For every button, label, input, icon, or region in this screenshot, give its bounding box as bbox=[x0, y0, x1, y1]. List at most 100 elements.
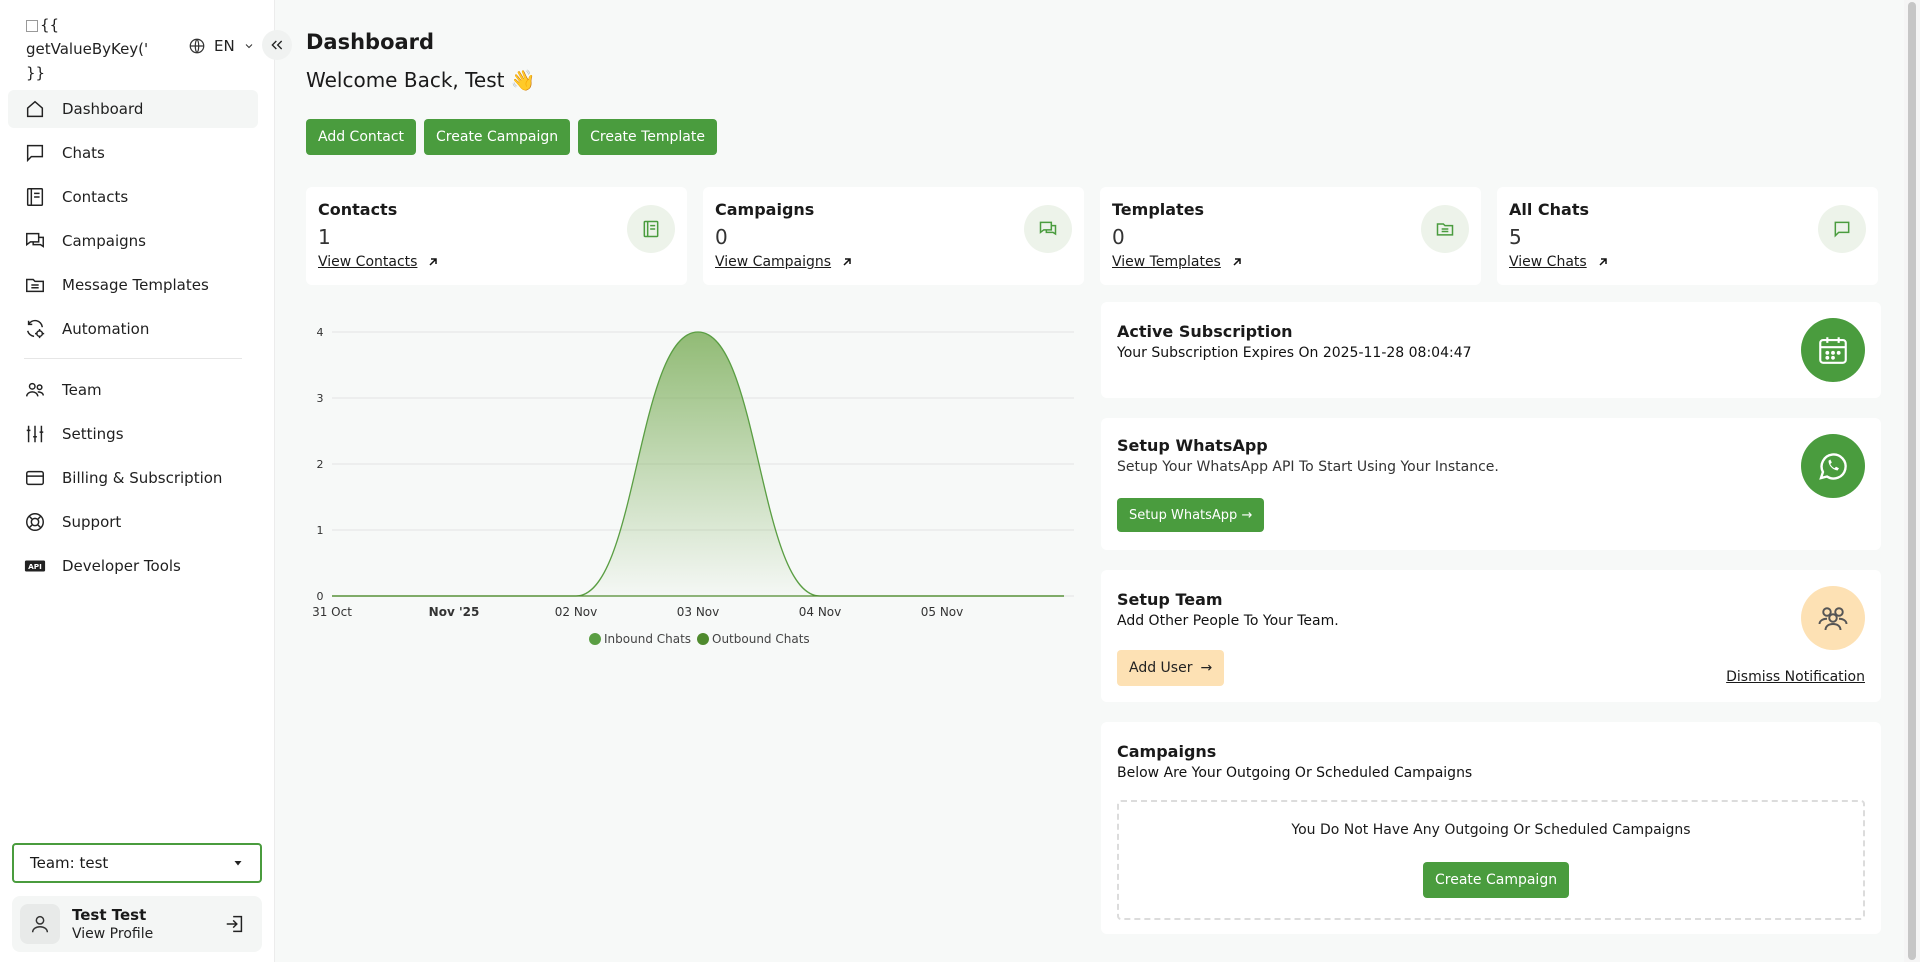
sidebar-item-settings[interactable]: Settings bbox=[8, 415, 258, 453]
campaigns-title: Campaigns bbox=[1117, 742, 1217, 761]
sidebar-item-support[interactable]: Support bbox=[8, 503, 258, 541]
create-campaign-empty-button[interactable]: Create Campaign bbox=[1423, 862, 1570, 898]
team-setup-description: Add Other People To Your Team. bbox=[1117, 613, 1339, 629]
profile-name: Test Test bbox=[72, 906, 147, 924]
sidebar-item-automation[interactable]: Automation bbox=[8, 310, 258, 348]
x-tick-label: 03 Nov bbox=[677, 605, 720, 619]
page-scrollbar[interactable] bbox=[1904, 0, 1920, 962]
add-contact-button[interactable]: Add Contact bbox=[306, 119, 417, 155]
sidebar-item-dashboard[interactable]: Dashboard bbox=[8, 90, 258, 128]
y-tick-label: 4 bbox=[317, 326, 324, 339]
arrow-up-right-icon bbox=[1233, 258, 1241, 266]
sidebar-item-team[interactable]: Team bbox=[8, 371, 258, 409]
sidebar-item-chats[interactable]: Chats bbox=[8, 134, 258, 172]
credit-card-icon bbox=[26, 470, 44, 486]
collapse-sidebar-button[interactable] bbox=[262, 30, 292, 60]
chat-icon bbox=[26, 144, 44, 163]
sidebar-nav: Dashboard Chats Contacts Campaigns Messa… bbox=[8, 90, 258, 591]
scrollbar-thumb[interactable] bbox=[1908, 2, 1916, 960]
create-campaign-button[interactable]: Create Campaign bbox=[424, 119, 571, 155]
add-user-button[interactable]: Add User → bbox=[1117, 650, 1225, 686]
language-selector[interactable]: EN bbox=[188, 37, 255, 55]
stat-value: 0 bbox=[1112, 225, 1125, 249]
team-icon bbox=[26, 382, 44, 397]
sidebar-item-label: Support bbox=[62, 513, 122, 531]
stat-link-label: View Chats bbox=[1509, 254, 1587, 270]
sidebar-item-campaigns[interactable]: Campaigns bbox=[8, 222, 258, 260]
stat-link-label: View Contacts bbox=[318, 254, 418, 270]
sidebar-item-label: Chats bbox=[62, 144, 105, 162]
whatsapp-icon bbox=[1801, 434, 1865, 498]
y-tick-label: 2 bbox=[317, 458, 324, 471]
legend-marker bbox=[589, 633, 601, 645]
create-template-button[interactable]: Create Template bbox=[578, 119, 717, 155]
sidebar-item-label: Team bbox=[62, 381, 102, 399]
campaign-icon bbox=[26, 232, 44, 248]
y-tick-label: 3 bbox=[317, 392, 324, 405]
sidebar-item-label: Billing & Subscription bbox=[62, 469, 223, 487]
sidebar-item-contacts[interactable]: Contacts bbox=[8, 178, 258, 216]
view-campaigns-link[interactable]: View Campaigns bbox=[715, 254, 853, 270]
sidebar-item-billing[interactable]: Billing & Subscription bbox=[8, 459, 258, 497]
team-select-value: Team: test bbox=[30, 854, 109, 872]
team-icon bbox=[1801, 586, 1865, 650]
campaigns-empty-state: You Do Not Have Any Outgoing Or Schedule… bbox=[1117, 800, 1865, 920]
sidebar-item-label: Campaigns bbox=[62, 232, 147, 250]
language-code: EN bbox=[214, 37, 235, 55]
legend-label: Inbound Chats bbox=[604, 632, 691, 646]
page-title: Dashboard bbox=[306, 30, 435, 54]
campaigns-panel: Campaigns Below Are Your Outgoing Or Sch… bbox=[1101, 722, 1881, 934]
sidebar-item-developer-tools[interactable]: API Developer Tools bbox=[8, 547, 258, 585]
legend-marker bbox=[697, 633, 709, 645]
view-profile-link[interactable]: View Profile bbox=[72, 926, 154, 942]
campaigns-description: Below Are Your Outgoing Or Scheduled Cam… bbox=[1117, 765, 1473, 781]
view-templates-link[interactable]: View Templates bbox=[1112, 254, 1243, 270]
view-contacts-link[interactable]: View Contacts bbox=[318, 254, 439, 270]
home-icon bbox=[26, 100, 44, 118]
sidebar-divider bbox=[24, 358, 242, 359]
stat-label: All Chats bbox=[1509, 200, 1590, 219]
stat-label: Campaigns bbox=[715, 200, 815, 219]
stat-card-templates: Templates 0 View Templates bbox=[1100, 187, 1481, 285]
stat-label: Contacts bbox=[318, 200, 398, 219]
series-area-inbound bbox=[332, 332, 1064, 596]
quick-actions: Add Contact Create Campaign Create Templ… bbox=[306, 119, 717, 155]
sidebar: {{ getValueByKey(' }} EN Dashboard Chats… bbox=[0, 0, 292, 962]
sidebar-item-label: Automation bbox=[62, 320, 150, 338]
main-content: Dashboard Welcome Back, Test 👋 Add Conta… bbox=[306, 0, 1881, 962]
team-setup-title: Setup Team bbox=[1117, 590, 1223, 609]
brand-logo-broken-image[interactable]: {{ getValueByKey(' }} bbox=[26, 13, 166, 85]
empty-state-message: You Do Not Have Any Outgoing Or Schedule… bbox=[1291, 822, 1691, 838]
logout-icon[interactable] bbox=[224, 913, 246, 935]
whatsapp-description: Setup Your WhatsApp API To Start Using Y… bbox=[1117, 459, 1499, 475]
y-tick-label: 1 bbox=[317, 524, 324, 537]
automation-icon bbox=[26, 319, 45, 339]
contacts-book-icon bbox=[26, 188, 44, 206]
chat-icon bbox=[1818, 205, 1866, 253]
profile-card[interactable]: Test Test View Profile bbox=[12, 896, 262, 952]
team-select[interactable]: Team: test bbox=[12, 843, 262, 883]
stat-value: 5 bbox=[1509, 225, 1522, 249]
view-chats-link[interactable]: View Chats bbox=[1509, 254, 1609, 270]
x-tick-label: 31 Oct bbox=[312, 605, 352, 619]
active-subscription-panel: Active Subscription Your Subscription Ex… bbox=[1101, 302, 1881, 398]
sidebar-item-label: Developer Tools bbox=[62, 557, 181, 575]
contacts-book-icon bbox=[627, 205, 675, 253]
sidebar-item-label: Settings bbox=[62, 425, 124, 443]
user-icon bbox=[31, 915, 49, 933]
setup-whatsapp-button[interactable]: Setup WhatsApp → bbox=[1117, 498, 1265, 532]
globe-icon bbox=[189, 38, 205, 54]
stat-card-contacts: Contacts 1 View Contacts bbox=[306, 187, 687, 285]
stat-link-label: View Templates bbox=[1112, 254, 1221, 270]
x-tick-label: 05 Nov bbox=[921, 605, 964, 619]
campaign-icon bbox=[1024, 205, 1072, 253]
sliders-icon bbox=[26, 425, 44, 443]
chart-svg: 0 1 2 3 4 31 Oct Nov '25 02 Nov 03 Nov 04 Nov 05 … bbox=[312, 326, 1074, 646]
subscription-title: Active Subscription bbox=[1117, 322, 1293, 341]
stat-label: Templates bbox=[1112, 200, 1205, 219]
dismiss-notification-link[interactable]: Dismiss Notification bbox=[1726, 669, 1865, 685]
sidebar-item-message-templates[interactable]: Message Templates bbox=[8, 266, 258, 304]
x-tick-label: 02 Nov bbox=[555, 605, 598, 619]
stat-card-campaigns: Campaigns 0 View Campaigns bbox=[703, 187, 1084, 285]
folder-template-icon bbox=[1421, 205, 1469, 253]
